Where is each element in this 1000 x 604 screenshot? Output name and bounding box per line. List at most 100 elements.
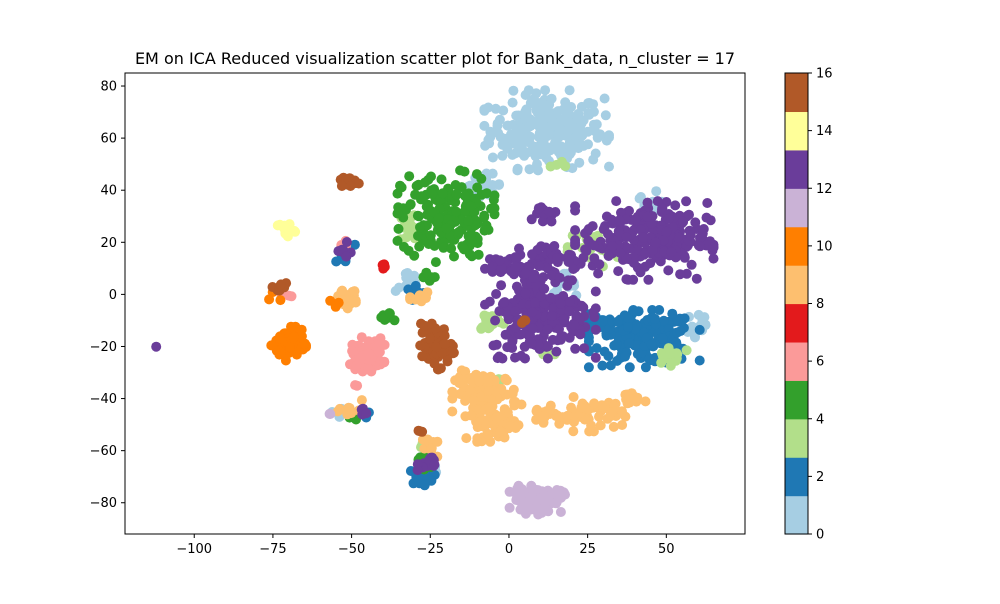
data-point-label-8	[552, 410, 563, 421]
data-point-label-8	[516, 399, 527, 410]
colorbar-tick-label: 12	[816, 182, 833, 197]
data-point-label-2	[623, 322, 633, 332]
colorbar-tick-label: 16	[816, 67, 833, 82]
data-point-label-4	[665, 349, 676, 359]
data-point-label-13	[575, 329, 586, 340]
data-point-label-0	[599, 93, 610, 104]
data-point-label-8	[562, 410, 573, 421]
data-point-label-13	[635, 224, 646, 235]
data-point-label-13	[670, 200, 681, 211]
data-point-label-8	[579, 414, 590, 425]
data-point-label-0	[604, 161, 614, 172]
data-point-label-2	[605, 360, 616, 371]
data-point-label-13	[708, 253, 719, 264]
x-tick-label: −25	[417, 542, 444, 557]
data-point-label-0	[564, 139, 575, 150]
data-point-label-16	[276, 279, 286, 290]
data-point-label-13	[514, 243, 524, 254]
data-point-label-13	[552, 335, 563, 346]
data-point-label-5	[426, 189, 437, 200]
data-point-label-5	[392, 208, 403, 219]
data-point-label-0	[497, 150, 508, 161]
data-point-label-13	[681, 196, 692, 207]
chart-title: EM on ICA Reduced visualization scatter …	[135, 49, 735, 69]
data-point-label-2	[640, 362, 651, 373]
data-point-label-12	[504, 502, 515, 513]
data-point-label-0	[492, 118, 503, 129]
data-point-label-5	[489, 190, 500, 201]
data-point-label-13	[494, 255, 505, 266]
data-point-label-13	[686, 259, 697, 270]
data-point-label-13	[542, 261, 553, 272]
colorbar-tick-label: 14	[816, 124, 833, 139]
data-point-label-16	[425, 333, 436, 344]
data-point-label-0	[507, 97, 518, 108]
data-point-label-8	[589, 398, 600, 409]
colorbar: 0 2 4 6 8 10 12 14 16	[784, 67, 833, 543]
data-point-label-5	[437, 188, 448, 199]
data-point-label-8	[447, 393, 458, 404]
data-point-label-0	[409, 270, 420, 281]
x-tick-label: 25	[579, 542, 596, 557]
data-point-label-13	[623, 274, 634, 285]
data-point-label-5	[409, 250, 420, 261]
data-point-label-13	[695, 241, 705, 252]
data-point-label-5	[449, 251, 459, 262]
data-point-label-8	[461, 433, 472, 444]
y-tick-label: −40	[90, 392, 117, 407]
data-point-label-13	[559, 314, 569, 325]
data-point-label-13	[588, 307, 599, 318]
data-point-label-0	[592, 132, 603, 143]
data-point-label-5	[404, 171, 415, 182]
data-point-label-0	[524, 164, 535, 175]
data-point-label-13	[511, 281, 522, 292]
data-point-label-4	[545, 161, 556, 172]
data-point-label-13	[624, 205, 634, 216]
data-point-label-5	[419, 177, 430, 188]
data-point-label-13	[564, 306, 575, 317]
data-point-label-8	[426, 444, 437, 455]
data-point-label-12	[558, 487, 569, 498]
data-point-label-5	[392, 235, 403, 246]
data-point-label-10	[276, 348, 287, 359]
y-axis: −80 −60 −40 −20 0 20 40 60 80	[90, 80, 125, 511]
data-point-label-5	[433, 213, 444, 224]
data-point-label-8	[576, 402, 587, 413]
data-point-label-8	[460, 395, 471, 406]
data-point-label-0	[546, 93, 557, 104]
data-point-label-13	[529, 297, 540, 308]
data-point-label-0	[572, 112, 583, 123]
data-point-label-2	[654, 305, 665, 315]
data-point-label-8	[586, 420, 597, 431]
data-point-label-8	[485, 402, 496, 413]
data-point-label-13	[642, 197, 653, 208]
data-point-label-5	[459, 166, 470, 177]
data-point-label-13	[613, 266, 624, 277]
data-point-label-13	[499, 297, 509, 308]
data-point-label-5	[436, 174, 447, 185]
data-point-label-13	[583, 224, 594, 234]
data-point-label-13	[542, 353, 553, 364]
data-point-label-2	[628, 306, 639, 316]
data-point-label-8	[337, 285, 348, 296]
data-point-label-13	[685, 230, 696, 241]
data-point-label-0	[536, 121, 547, 132]
data-point-label-13	[590, 286, 601, 297]
y-tick-label: −20	[90, 340, 117, 355]
data-point-label-5	[456, 182, 467, 193]
data-point-label-0	[485, 132, 496, 143]
data-point-label-0	[588, 154, 599, 165]
data-point-label-8	[332, 406, 343, 417]
data-point-label-2	[410, 280, 421, 291]
data-point-label-13	[611, 196, 622, 207]
data-point-label-0	[401, 272, 412, 283]
data-point-label-0	[559, 115, 570, 126]
data-point-label-6	[356, 332, 367, 343]
data-point-label-5	[393, 223, 404, 234]
data-point-label-13	[615, 247, 626, 258]
data-point-label-10	[275, 295, 286, 306]
data-point-label-2	[650, 313, 660, 324]
data-point-label-8	[420, 293, 431, 304]
y-tick-label: −60	[90, 444, 117, 459]
data-point-label-0	[583, 98, 594, 109]
